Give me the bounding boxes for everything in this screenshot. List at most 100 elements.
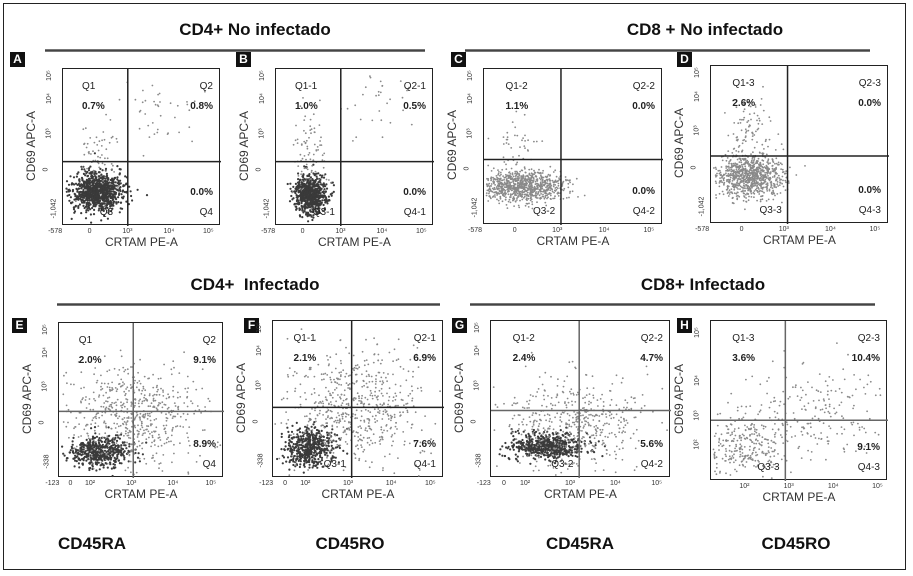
y-axis-label: CD69 APC-A [24, 110, 38, 181]
data-point [107, 447, 110, 450]
data-point [753, 158, 756, 160]
data-point [515, 173, 518, 176]
data-point [724, 153, 727, 156]
data-point [111, 198, 114, 202]
data-point [123, 383, 126, 385]
data-point [531, 203, 534, 206]
data-point [321, 183, 324, 186]
data-point [729, 166, 732, 169]
data-point [122, 402, 125, 405]
data-point [93, 191, 96, 194]
quadrant-label-q2: Q2-1 [403, 81, 426, 92]
data-point [122, 381, 124, 384]
data-point [752, 185, 755, 187]
data-point [124, 175, 127, 178]
data-point [128, 436, 130, 439]
data-point [319, 174, 322, 177]
data-point [100, 446, 103, 449]
data-point [745, 201, 748, 203]
data-point [784, 179, 787, 182]
data-point [569, 192, 571, 194]
data-point [106, 441, 109, 444]
data-point [161, 401, 164, 404]
data-point [92, 205, 95, 208]
data-point [505, 142, 508, 144]
data-point [756, 141, 758, 143]
data-point [122, 454, 125, 457]
data-point [187, 436, 189, 439]
data-point [544, 192, 547, 195]
data-point [178, 131, 180, 134]
data-point [728, 167, 730, 169]
data-point [93, 196, 96, 199]
data-point [536, 197, 539, 199]
data-point [733, 183, 736, 186]
x-tick-label: -578 [48, 228, 63, 235]
data-point [107, 178, 110, 181]
data-point [75, 175, 78, 178]
data-point [515, 170, 518, 173]
data-point [316, 146, 319, 148]
data-point [496, 191, 498, 194]
data-point [157, 404, 159, 407]
data-point [535, 175, 537, 177]
data-point [88, 462, 91, 465]
data-point [310, 171, 313, 173]
data-point [747, 174, 749, 177]
data-point [517, 190, 520, 192]
data-point [73, 192, 76, 195]
data-point [112, 164, 114, 167]
data-point [527, 150, 529, 152]
data-point [303, 167, 306, 170]
data-point [738, 157, 741, 160]
data-point [104, 157, 106, 160]
data-point [65, 371, 68, 374]
data-point [72, 176, 76, 179]
data-point [162, 389, 164, 392]
data-point [756, 167, 758, 170]
data-point [516, 192, 519, 195]
data-point [68, 199, 71, 202]
data-point [314, 194, 317, 197]
data-point [83, 187, 86, 190]
data-point [503, 178, 505, 181]
data-point [124, 432, 127, 435]
data-point [521, 193, 524, 196]
data-point [547, 173, 550, 176]
data-point [179, 415, 182, 418]
data-point [505, 175, 508, 178]
data-point [135, 386, 138, 389]
data-point [735, 168, 738, 171]
data-point [111, 168, 113, 170]
data-point [536, 201, 538, 204]
data-point [377, 94, 380, 97]
data-point [776, 176, 779, 179]
data-point [727, 195, 730, 197]
data-point [187, 452, 190, 454]
data-point [177, 408, 180, 411]
data-point [85, 211, 88, 214]
data-point [305, 206, 308, 209]
data-point [293, 203, 296, 206]
data-point [308, 193, 312, 197]
data-point [122, 366, 125, 369]
data-point [115, 439, 119, 442]
data-point [134, 379, 136, 382]
data-point [104, 438, 108, 441]
data-point [736, 186, 738, 189]
quadrant-label-q4: Q4-2 [632, 206, 655, 217]
data-point [557, 184, 560, 187]
data-point [85, 209, 88, 212]
data-point [493, 182, 495, 185]
data-point [102, 394, 105, 397]
data-point [486, 185, 489, 188]
data-point [122, 422, 124, 425]
data-point [127, 372, 130, 375]
data-point [126, 417, 128, 419]
data-point [167, 436, 169, 439]
data-point [159, 462, 162, 464]
data-point [93, 398, 95, 400]
data-point [487, 164, 490, 167]
data-point [739, 122, 742, 124]
data-point [117, 193, 121, 196]
